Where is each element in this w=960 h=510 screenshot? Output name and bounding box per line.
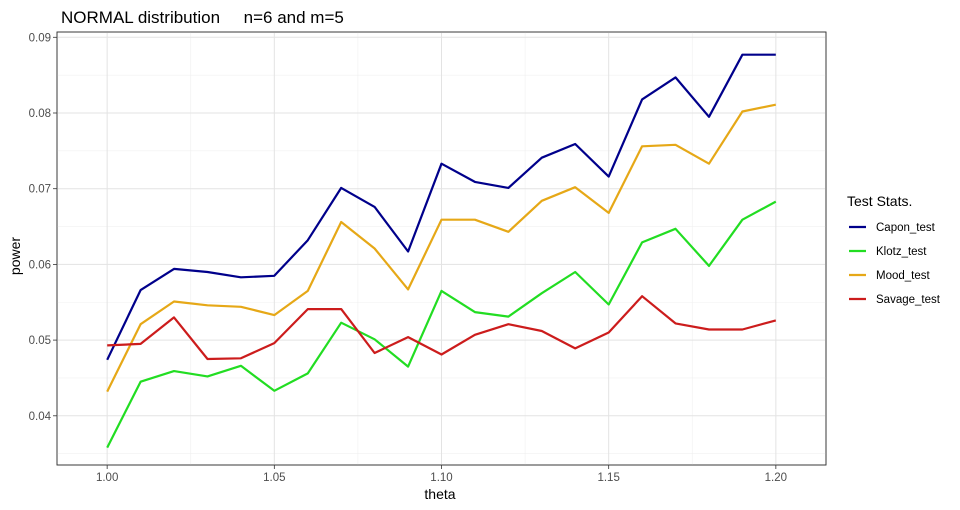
x-tick-label: 1.15 (597, 472, 619, 484)
y-tick-label: 0.07 (29, 184, 51, 196)
y-tick-label: 0.06 (29, 259, 51, 271)
legend-label-mood-test: Mood_test (876, 270, 931, 282)
x-tick-label: 1.05 (263, 472, 285, 484)
x-tick-label: 1.00 (96, 472, 118, 484)
legend-label-savage-test: Savage_test (876, 294, 941, 306)
series-line-capon-test (106, 53, 776, 361)
y-axis-title: power (7, 237, 23, 275)
series-line-savage-test (107, 295, 777, 361)
x-axis-title: theta (424, 486, 455, 502)
y-tick-label: 0.05 (29, 335, 51, 347)
y-axis: 0.04 0.05 0.06 0.07 0.08 0.09 (29, 32, 57, 423)
legend-label-capon-test: Capon_test (876, 222, 936, 234)
legend: Test Stats. Capon_test Klotz_test Mood_tes… (847, 193, 941, 306)
series-lines (106, 53, 777, 449)
x-tick-label: 1.10 (430, 472, 452, 484)
chart-title: NORMAL distribution n=6 and m=5 (61, 8, 344, 27)
legend-label-klotz-test: Klotz_test (876, 246, 927, 258)
plot-area (56, 31, 827, 466)
grid-lines (57, 32, 826, 465)
legend-title: Test Stats. (847, 193, 912, 209)
series-line-klotz-test (106, 200, 777, 449)
x-tick-label: 1.20 (765, 472, 787, 484)
y-tick-label: 0.09 (29, 32, 51, 44)
series-line-mood-test (106, 103, 777, 393)
y-tick-label: 0.08 (29, 108, 51, 120)
x-axis: 1.00 1.05 1.10 1.15 1.20 (96, 465, 787, 484)
y-tick-label: 0.04 (29, 411, 52, 423)
